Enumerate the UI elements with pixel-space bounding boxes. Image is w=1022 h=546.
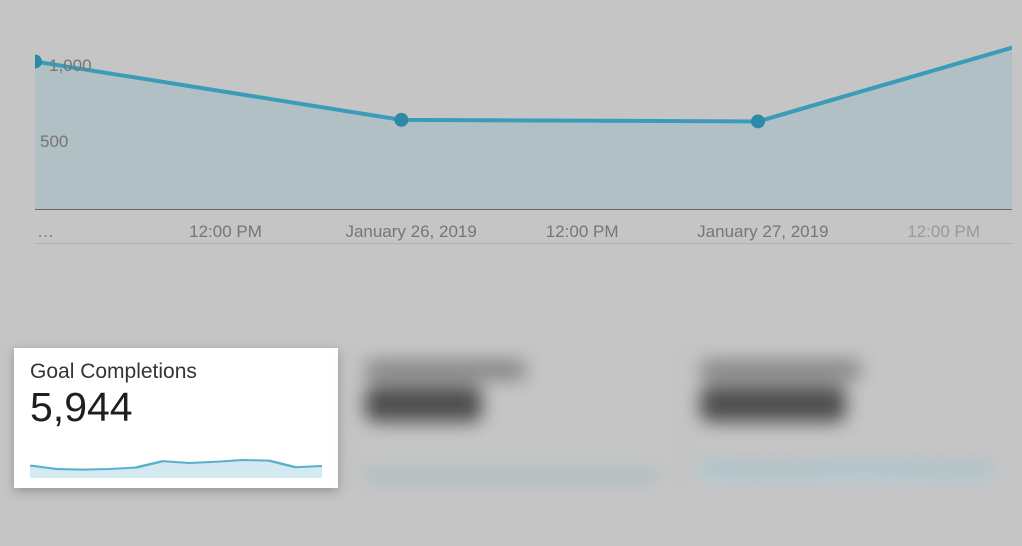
y-axis-label-500: 500 [40, 132, 68, 152]
metric-card-value: 5,944 [30, 384, 322, 431]
x-axis-label: January 26, 2019 [345, 222, 476, 242]
chart-plot-area: 1,000 500 [35, 40, 1012, 210]
y-axis-label-1000: 1,000 [49, 56, 92, 76]
sparkline [30, 448, 322, 478]
x-axis-label: January 27, 2019 [697, 222, 828, 242]
metric-card-title [365, 360, 526, 380]
metric-card-value [365, 386, 482, 422]
sparkline [700, 448, 992, 478]
main-timeseries-chart: 1,000 500 … 12:00 PM January 26, 2019 12:00… [35, 40, 1012, 250]
metric-card-value [700, 386, 846, 422]
x-axis-label: … [37, 222, 54, 242]
x-axis-label: 12:00 PM [907, 222, 980, 242]
chart-svg [35, 40, 1012, 209]
metric-cards-row: Goal Completions5,944 [14, 348, 1008, 488]
metric-card-title [700, 360, 861, 380]
metric-card [348, 348, 673, 488]
x-axis: … 12:00 PM January 26, 2019 12:00 PM January… [35, 222, 1012, 244]
x-axis-label: 12:00 PM [189, 222, 262, 242]
sparkline [365, 448, 657, 478]
x-axis-label: 12:00 PM [546, 222, 619, 242]
metric-card[interactable]: Goal Completions5,944 [14, 348, 338, 488]
metric-card-title: Goal Completions [30, 360, 322, 384]
metric-card [683, 348, 1008, 488]
